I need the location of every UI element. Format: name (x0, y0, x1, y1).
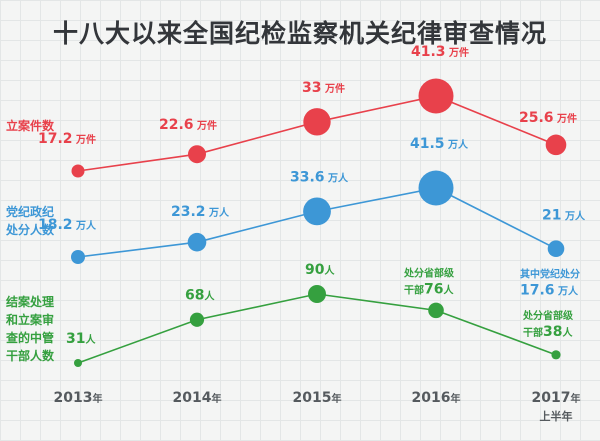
x-tick-label: 2017年 (532, 390, 581, 406)
data-label: 31人 (66, 331, 96, 347)
data-point (547, 240, 565, 258)
series-label-punished: 党纪政纪 处分人数 (6, 203, 70, 239)
data-label: 18.2 万人 (38, 217, 97, 233)
series-line (77, 293, 557, 364)
series-label-line: 查的中管 (6, 331, 55, 345)
data-label: 干部38人 (523, 324, 573, 340)
data-point (418, 170, 454, 206)
data-label: 41.3 万件 (411, 44, 469, 60)
series-label-officials: 结案处理 和立案审 查的中管 干部人数 (6, 293, 70, 365)
data-label: 处分省部级 (403, 266, 455, 279)
data-label: 23.2 万人 (171, 204, 230, 220)
data-label: 25.6 万件 (519, 110, 577, 126)
data-point (545, 134, 567, 156)
data-label: 41.5 万人 (410, 136, 469, 152)
series-label-line: 和立案审 (6, 313, 55, 327)
series-label-cases: 立案件数 (6, 117, 70, 135)
data-point (189, 312, 205, 327)
data-point (551, 350, 561, 360)
data-point (187, 232, 207, 252)
data-label: 68人 (185, 288, 215, 304)
series-label-line: 干部人数 (6, 349, 55, 363)
data-point (188, 145, 206, 164)
x-tick-sublabel: 上半年 (540, 409, 573, 423)
data-point (71, 164, 85, 178)
data-point (303, 108, 331, 136)
chart-title: 十八大以来全国纪检监察机关纪律审查情况 (52, 19, 547, 48)
series-label-line: 党纪政纪 (6, 205, 55, 219)
x-tick-label: 2015年 (293, 390, 342, 406)
data-label: 22.6 万件 (159, 117, 217, 133)
data-point (71, 250, 85, 264)
series-label-line: 结案处理 (6, 295, 55, 309)
data-label: 处分省部级 (522, 309, 574, 322)
data-label: 17.2 万件 (38, 131, 96, 147)
data-point (428, 302, 444, 319)
series-label-line: 立案件数 (6, 119, 55, 133)
x-tick-label: 2013年 (54, 390, 103, 406)
data-label: 21 万人 (542, 208, 586, 224)
data-label: 其中党纪处分 (520, 268, 580, 281)
data-point (308, 285, 326, 303)
data-label: 干部76人 (404, 281, 454, 297)
data-label: 90人 (305, 262, 335, 278)
x-tick-label: 2016年 (412, 390, 461, 406)
series-label-line: 处分人数 (6, 223, 55, 237)
x-tick-label: 2014年 (173, 390, 222, 406)
data-label: 33 万件 (302, 80, 345, 96)
data-point (74, 359, 82, 367)
data-label: 33.6 万人 (290, 169, 349, 185)
data-label: 17.6 万人 (520, 283, 579, 299)
data-point (303, 197, 331, 226)
data-point (418, 78, 454, 114)
